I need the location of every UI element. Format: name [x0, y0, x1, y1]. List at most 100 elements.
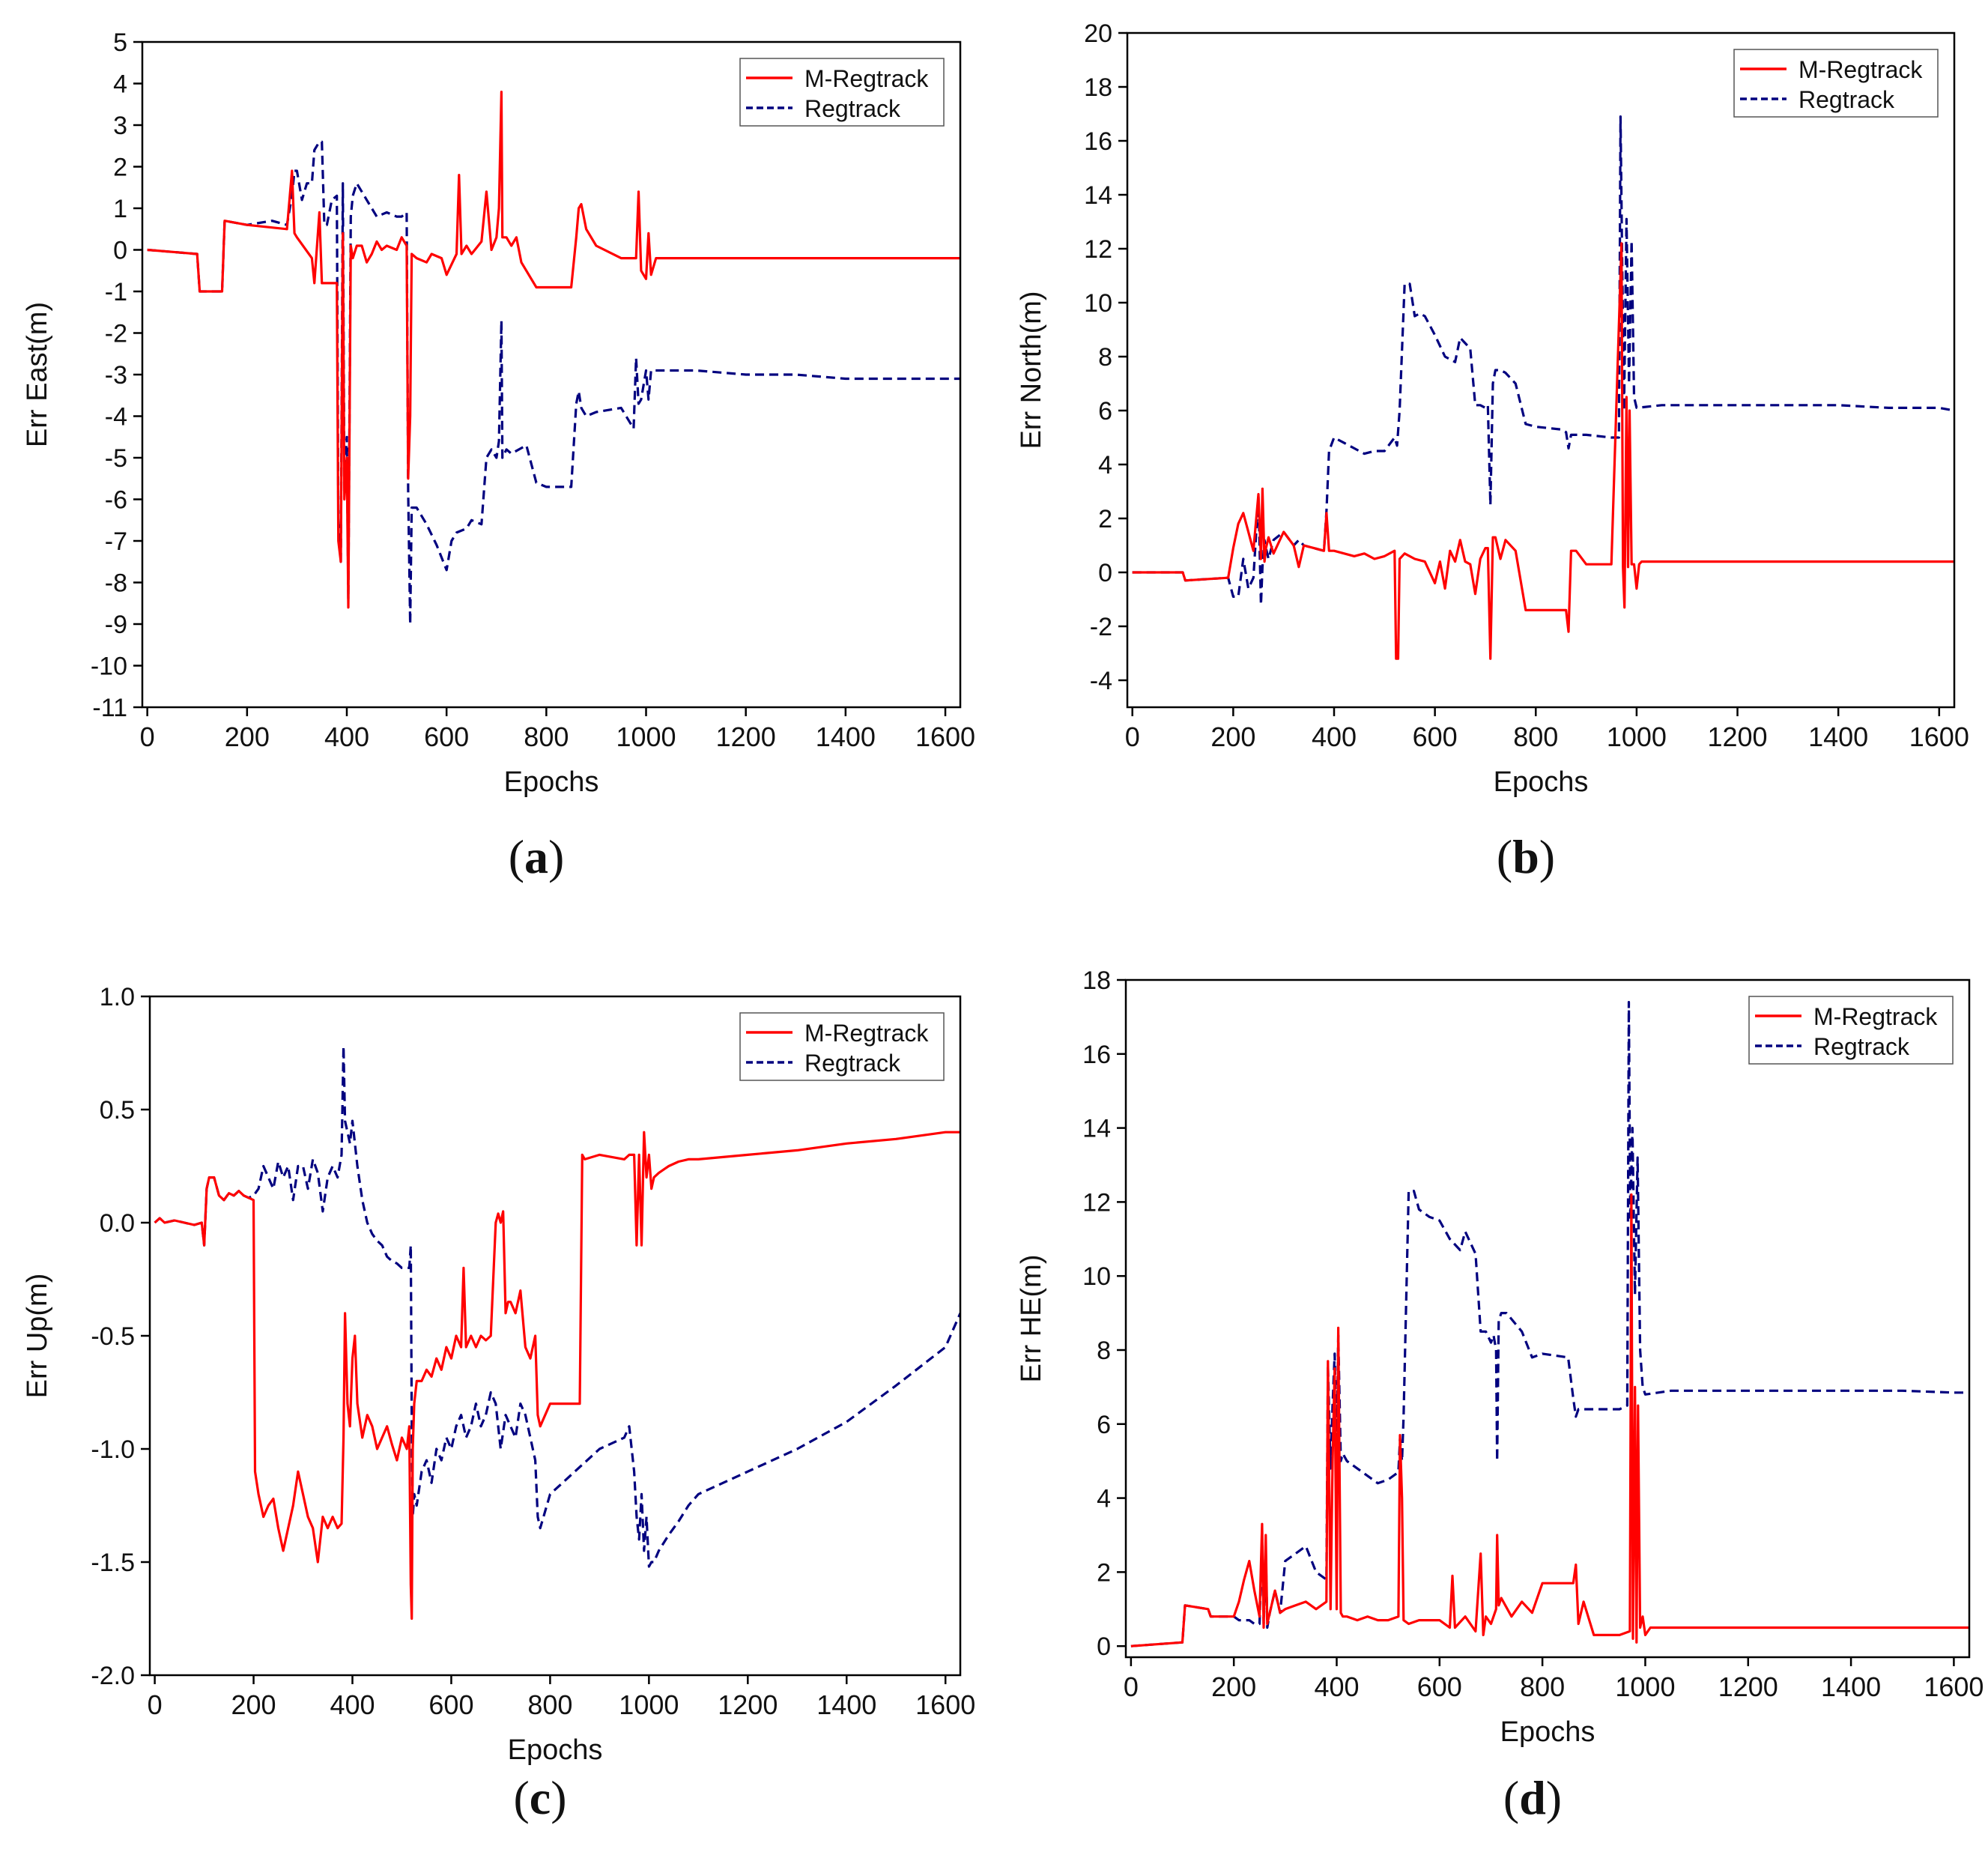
x-tick-label: 0 — [140, 721, 155, 752]
y-tick-label: 16 — [1084, 127, 1112, 156]
chart-panel-d: 0 200 400 600 800 1000 1200 1400 1600 18 16 14 12 10 8… — [994, 928, 1988, 1855]
panel-caption: (c) — [513, 1771, 566, 1824]
chart-svg-a: 0 200 400 600 800 1000 1200 1400 1600 5 4 3 2 1 0 -1 -2 -… — [22, 28, 975, 883]
x-tick-label: 800 — [527, 1689, 572, 1720]
y-tick-label: 0 — [113, 237, 127, 265]
x-tick-label: 1200 — [1718, 1671, 1778, 1702]
series-line-regtrack — [1130, 1001, 1969, 1647]
legend: M-Regtrack Regtrack — [1733, 49, 1939, 118]
y-tick-label: 0.0 — [100, 1209, 135, 1238]
y-tick-label: 8 — [1098, 343, 1112, 372]
panel-caption: (d) — [1503, 1771, 1562, 1824]
x-tick-label: 200 — [1211, 1671, 1256, 1702]
x-tick-label: 1600 — [1924, 1671, 1984, 1702]
panel-caption: (b) — [1497, 830, 1555, 883]
y-tick-label: -11 — [92, 694, 127, 722]
x-axis-label: Epochs — [1494, 766, 1589, 798]
y-tick-label: 12 — [1084, 235, 1112, 264]
x-tick-label: 200 — [225, 721, 270, 752]
x-axis-label: Epochs — [1500, 1716, 1595, 1748]
y-tick-label: 18 — [1082, 966, 1111, 995]
x-tick-label: 800 — [1520, 1671, 1565, 1702]
y-tick-label: -4 — [105, 403, 127, 432]
y-tick-label: 5 — [113, 28, 127, 57]
y-tick-label: 3 — [113, 112, 127, 140]
x-tick-label: 1600 — [915, 1689, 975, 1720]
y-tick-label: -2 — [1090, 613, 1112, 641]
series-line-regtrack — [1132, 115, 1954, 606]
x-tick-label: 1200 — [1707, 721, 1767, 752]
y-tick-label: 1 — [113, 195, 127, 223]
y-tick-label: 10 — [1082, 1262, 1111, 1291]
legend: M-Regtrack Regtrack — [739, 58, 945, 127]
y-tick-label: 4 — [1097, 1485, 1111, 1513]
y-axis-label: Err North(m) — [1016, 291, 1047, 449]
series-line-regtrack — [147, 140, 960, 626]
plot-frame — [1126, 31, 1956, 709]
y-tick-label: 18 — [1084, 73, 1112, 102]
y-tick-label: 6 — [1098, 397, 1112, 426]
plot-frame — [1124, 978, 1971, 1659]
y-tick-label: 20 — [1084, 19, 1112, 48]
x-tick-label: 400 — [330, 1689, 375, 1720]
x-tick-label: 800 — [524, 721, 569, 752]
legend: M-Regtrack Regtrack — [1748, 996, 1954, 1065]
y-tick-label: 14 — [1084, 181, 1112, 210]
y-tick-label: 0.5 — [100, 1096, 135, 1125]
legend-label: Regtrack — [1813, 1033, 1910, 1060]
x-tick-label: 600 — [428, 1689, 473, 1720]
x-tick-label: 1400 — [816, 721, 876, 752]
x-tick-label: 1400 — [1808, 721, 1868, 752]
y-tick-label: 1.0 — [100, 983, 135, 1011]
y-tick-label: -3 — [105, 361, 127, 390]
chart-svg-c: 0 200 400 600 800 1000 1200 1400 1600 1.0 0.5 0.0 -0… — [22, 983, 975, 1824]
legend-label: M-Regtrack — [804, 65, 929, 92]
x-tick-label: 1400 — [1821, 1671, 1881, 1702]
y-tick-label: -1 — [105, 278, 127, 306]
legend-label: Regtrack — [1798, 86, 1895, 113]
x-tick-label: 1400 — [816, 1689, 876, 1720]
y-tick-label: -8 — [105, 569, 127, 598]
chart-panel-b: 0 200 400 600 800 1000 1200 1400 1600 20 18 16 14 12 1… — [994, 0, 1988, 928]
y-tick-label: -1.0 — [91, 1435, 135, 1464]
x-tick-label: 200 — [231, 1689, 276, 1720]
x-tick-label: 400 — [324, 721, 369, 752]
x-tick-label: 0 — [1125, 721, 1140, 752]
x-tick-label: 200 — [1210, 721, 1255, 752]
plot-frame — [141, 40, 962, 709]
x-tick-label: 1000 — [1615, 1671, 1675, 1702]
y-tick-label: 2 — [1097, 1558, 1111, 1587]
x-tick-label: 600 — [424, 721, 469, 752]
plot-frame — [148, 995, 962, 1677]
x-tick-label: 800 — [1513, 721, 1558, 752]
y-tick-label: 0 — [1097, 1632, 1111, 1661]
x-axis-label: Epochs — [508, 1734, 603, 1766]
x-tick-label: 1000 — [1607, 721, 1667, 752]
x-tick-label: 1600 — [1909, 721, 1969, 752]
y-tick-label: 6 — [1097, 1411, 1111, 1439]
x-tick-label: 600 — [1417, 1671, 1462, 1702]
y-tick-label: -4 — [1090, 667, 1112, 695]
series-line-m-regtrack — [147, 91, 960, 609]
y-tick-label: 14 — [1082, 1115, 1111, 1143]
x-tick-label: 0 — [1124, 1671, 1139, 1702]
legend-label: M-Regtrack — [1813, 1003, 1938, 1030]
y-axis-label: Err East(m) — [22, 302, 53, 447]
x-tick-label: 0 — [148, 1689, 163, 1720]
chart-panel-c: 0 200 400 600 800 1000 1200 1400 1600 1.0 0.5 0.0 -0… — [0, 928, 994, 1855]
x-tick-label: 1200 — [716, 721, 776, 752]
y-tick-label: -0.5 — [91, 1322, 135, 1351]
legend-label: Regtrack — [804, 1050, 901, 1077]
y-tick-label: -1.5 — [91, 1549, 135, 1577]
y-tick-label: 10 — [1084, 289, 1112, 318]
panel-caption: (a) — [509, 830, 565, 883]
x-tick-label: 400 — [1312, 721, 1357, 752]
y-axis-label: Err HE(m) — [1016, 1255, 1047, 1383]
y-tick-label: -2.0 — [91, 1662, 135, 1690]
x-axis-label: Epochs — [504, 766, 599, 798]
x-tick-label: 600 — [1413, 721, 1458, 752]
legend-label: M-Regtrack — [1798, 56, 1923, 83]
y-tick-label: 4 — [113, 70, 127, 99]
y-tick-label: 16 — [1082, 1041, 1111, 1069]
y-tick-label: 12 — [1082, 1188, 1111, 1217]
